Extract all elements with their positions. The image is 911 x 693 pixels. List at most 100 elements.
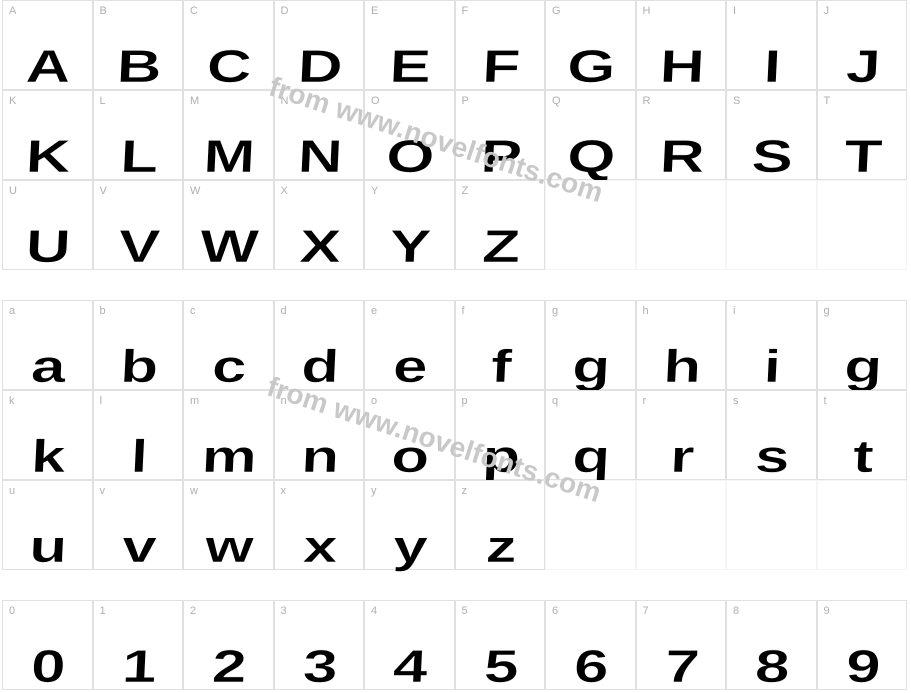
glyph-display: P [485, 129, 514, 183]
glyph-cell: rr [636, 390, 727, 480]
glyph-cell: 88 [726, 600, 817, 690]
cell-label: E [371, 5, 378, 17]
cell-label: z [462, 485, 468, 497]
glyph-display: q [577, 429, 603, 483]
glyph-display: r [673, 429, 689, 483]
glyph-cell: 22 [183, 600, 274, 690]
row-gap [817, 270, 908, 300]
cell-label: O [371, 95, 380, 107]
charmap-grid: AABBCCDDEEFFGGHHIIJJKKLLMMNNOOPPQQRRSSTT… [2, 0, 907, 690]
glyph-cell: VV [93, 180, 184, 270]
glyph-display: x [307, 519, 331, 573]
glyph-display: Z [487, 219, 513, 273]
glyph-display: 0 [35, 639, 59, 693]
cell-label: X [281, 185, 288, 197]
glyph-display: m [209, 429, 248, 483]
glyph-cell: EE [364, 0, 455, 90]
glyph-cell: uu [2, 480, 93, 570]
glyph-display: L [125, 129, 151, 183]
glyph-display: F [487, 39, 513, 93]
glyph-cell: aa [2, 300, 93, 390]
empty-cell [636, 180, 727, 270]
glyph-cell: FF [455, 0, 546, 90]
glyph-cell: GG [545, 0, 636, 90]
glyph-cell: yy [364, 480, 455, 570]
glyph-cell: AA [2, 0, 93, 90]
glyph-cell: XX [274, 180, 365, 270]
glyph-display: f [493, 339, 506, 393]
glyph-cell: 99 [817, 600, 908, 690]
cell-label: 4 [371, 605, 377, 617]
cell-label: 6 [552, 605, 558, 617]
glyph-cell: gg [817, 300, 908, 390]
cell-label: F [462, 5, 469, 17]
cell-label: C [190, 5, 198, 17]
glyph-display: D [303, 39, 334, 93]
row-gap [183, 270, 274, 300]
glyph-display: 4 [397, 639, 421, 693]
glyph-display: O [392, 129, 426, 183]
glyph-cell: dd [274, 300, 365, 390]
cell-label: W [190, 185, 200, 197]
row-gap [817, 570, 908, 600]
glyph-cell: SS [726, 90, 817, 180]
glyph-cell: mm [183, 390, 274, 480]
row-gap [726, 570, 817, 600]
glyph-cell: UU [2, 180, 93, 270]
row-gap [364, 270, 455, 300]
glyph-display: A [32, 39, 63, 93]
cell-label: N [281, 95, 289, 107]
cell-label: f [462, 305, 465, 317]
glyph-cell: BB [93, 0, 184, 90]
glyph-cell: RR [636, 90, 727, 180]
row-gap [93, 570, 184, 600]
glyph-display: E [395, 39, 424, 93]
row-gap [455, 270, 546, 300]
cell-label: B [100, 5, 107, 17]
glyph-cell: OO [364, 90, 455, 180]
cell-label: 8 [733, 605, 739, 617]
row-gap [545, 570, 636, 600]
glyph-cell: 77 [636, 600, 727, 690]
glyph-cell: 44 [364, 600, 455, 690]
glyph-display: K [32, 129, 63, 183]
cell-label: q [552, 395, 558, 407]
row-gap [274, 570, 365, 600]
glyph-display: N [303, 129, 334, 183]
glyph-display: J [850, 39, 874, 93]
glyph-display: Q [573, 129, 607, 183]
glyph-cell: hh [636, 300, 727, 390]
glyph-display: z [489, 519, 510, 573]
cell-label: u [9, 485, 15, 497]
glyph-display: o [396, 429, 422, 483]
cell-label: 2 [190, 605, 196, 617]
glyph-cell: HH [636, 0, 727, 90]
cell-label: I [733, 5, 736, 17]
glyph-display: 1 [126, 639, 150, 693]
cell-label: 1 [100, 605, 106, 617]
cell-label: Q [552, 95, 561, 107]
glyph-display: G [573, 39, 607, 93]
cell-label: m [190, 395, 199, 407]
glyph-cell: ZZ [455, 180, 546, 270]
glyph-display: g [849, 339, 875, 393]
glyph-cell: bb [93, 300, 184, 390]
cell-label: T [824, 95, 831, 107]
empty-cell [817, 480, 908, 570]
glyph-display: s [759, 429, 783, 483]
empty-cell [636, 480, 727, 570]
glyph-display: u [34, 519, 60, 573]
glyph-cell: NN [274, 90, 365, 180]
glyph-display: S [757, 129, 786, 183]
glyph-cell: PP [455, 90, 546, 180]
glyph-cell: ee [364, 300, 455, 390]
row-gap [2, 570, 93, 600]
row-gap [364, 570, 455, 600]
cell-label: S [733, 95, 740, 107]
glyph-display: b [125, 339, 151, 393]
row-gap [93, 270, 184, 300]
cell-label: g [824, 305, 830, 317]
cell-label: r [643, 395, 647, 407]
row-gap [455, 570, 546, 600]
cell-label: k [9, 395, 15, 407]
